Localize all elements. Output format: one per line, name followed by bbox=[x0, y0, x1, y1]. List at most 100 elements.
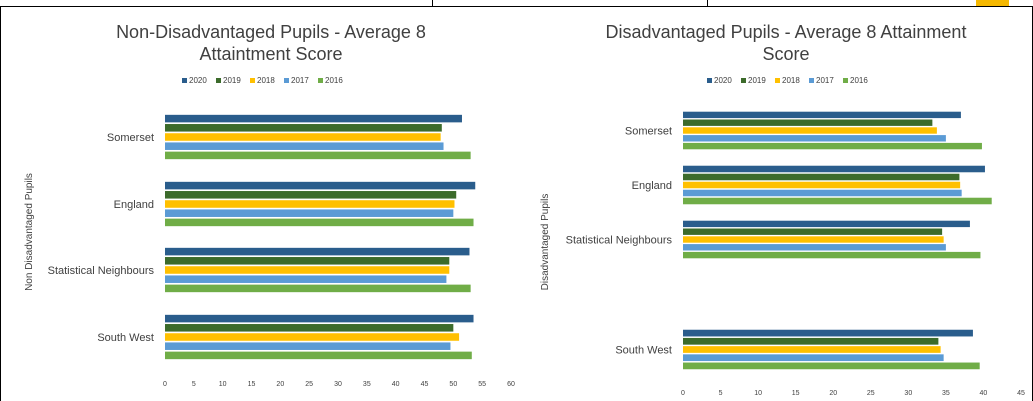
bar-england-2017 bbox=[683, 189, 962, 197]
bar-south-west-2020 bbox=[165, 314, 474, 323]
x-tick-label: 20 bbox=[829, 390, 837, 397]
bar-south-west-2019 bbox=[165, 324, 454, 332]
x-tick-label: 30 bbox=[334, 381, 342, 388]
x-tick-label: 40 bbox=[392, 381, 400, 388]
y-axis-title: Non Disadvantaged Pupils bbox=[24, 173, 35, 291]
bar-somerset-2017 bbox=[165, 142, 444, 150]
x-tick-label: 50 bbox=[449, 381, 457, 388]
legend-swatch-2017 bbox=[809, 78, 814, 83]
category-label: England bbox=[632, 180, 672, 192]
category-label: South West bbox=[615, 345, 672, 357]
bar-statistical-neighbours-2020 bbox=[165, 247, 470, 256]
legend-swatch-2020 bbox=[182, 78, 187, 83]
category-label: Somerset bbox=[107, 132, 154, 144]
x-tick-label: 40 bbox=[980, 390, 988, 397]
legend-label-2018: 2018 bbox=[782, 76, 800, 85]
legend-label-2017: 2017 bbox=[816, 76, 834, 85]
bar-england-2016 bbox=[165, 218, 474, 227]
x-tick-label: 10 bbox=[754, 390, 762, 397]
bar-somerset-2019 bbox=[683, 119, 933, 126]
legend-swatch-2016 bbox=[843, 78, 848, 83]
bar-england-2020 bbox=[683, 165, 985, 173]
chart-title-line-2: Attaintment Score bbox=[199, 44, 342, 64]
legend-swatch-2019 bbox=[216, 78, 221, 83]
bar-south-west-2017 bbox=[683, 354, 944, 362]
bar-south-west-2020 bbox=[683, 329, 973, 337]
legend-swatch-2017 bbox=[284, 78, 289, 83]
strip-divider bbox=[432, 0, 433, 7]
legend-swatch-2019 bbox=[741, 78, 746, 83]
chart-title-line-1: Non-Disadvantaged Pupils - Average 8 bbox=[116, 22, 426, 42]
x-tick-label: 55 bbox=[478, 381, 486, 388]
legend-swatch-2018 bbox=[250, 78, 255, 83]
chart-title-line-1: Disadvantaged Pupils - Average 8 Attainm… bbox=[606, 22, 967, 42]
bar-south-west-2019 bbox=[683, 337, 939, 345]
legend-label-2018: 2018 bbox=[257, 76, 275, 85]
bar-statistical-neighbours-2019 bbox=[165, 257, 450, 265]
bar-south-west-2018 bbox=[683, 346, 941, 353]
legend-label-2016: 2016 bbox=[850, 76, 868, 85]
legend-label-2019: 2019 bbox=[748, 76, 766, 85]
bar-statistical-neighbours-2016 bbox=[165, 284, 471, 293]
bar-south-west-2017 bbox=[165, 342, 451, 350]
bar-statistical-neighbours-2016 bbox=[683, 251, 981, 259]
x-tick-label: 5 bbox=[719, 390, 723, 397]
bar-somerset-2018 bbox=[165, 133, 441, 141]
top-strip bbox=[0, 0, 1033, 7]
x-tick-label: 45 bbox=[1017, 390, 1025, 397]
category-label: England bbox=[114, 199, 154, 211]
legend-swatch-2016 bbox=[318, 78, 323, 83]
x-tick-label: 30 bbox=[904, 390, 912, 397]
bar-south-west-2018 bbox=[165, 333, 460, 341]
bar-statistical-neighbours-2017 bbox=[165, 275, 447, 283]
bar-somerset-2016 bbox=[165, 151, 471, 160]
bar-england-2018 bbox=[165, 200, 455, 208]
bar-england-2017 bbox=[165, 209, 454, 217]
x-tick-label: 35 bbox=[942, 390, 950, 397]
bar-england-2019 bbox=[683, 173, 960, 181]
x-tick-label: 15 bbox=[792, 390, 800, 397]
highlighted-cell bbox=[976, 0, 1009, 6]
x-tick-label: 0 bbox=[163, 381, 167, 388]
x-tick-label: 5 bbox=[192, 381, 196, 388]
x-tick-label: 0 bbox=[681, 390, 685, 397]
bar-england-2019 bbox=[165, 191, 457, 199]
strip-divider bbox=[707, 0, 708, 7]
bar-south-west-2016 bbox=[683, 362, 980, 370]
bar-south-west-2016 bbox=[165, 351, 472, 360]
x-tick-label: 20 bbox=[276, 381, 284, 388]
category-label: Statistical Neighbours bbox=[566, 235, 673, 247]
legend-label-2020: 2020 bbox=[714, 76, 732, 85]
bar-somerset-2019 bbox=[165, 124, 442, 132]
legend-label-2019: 2019 bbox=[223, 76, 241, 85]
y-axis-title: Disadvantaged Pupils bbox=[540, 194, 551, 291]
x-tick-label: 25 bbox=[305, 381, 313, 388]
bar-somerset-2017 bbox=[683, 135, 946, 142]
x-tick-label: 25 bbox=[867, 390, 875, 397]
bar-statistical-neighbours-2017 bbox=[683, 244, 946, 251]
bar-statistical-neighbours-2018 bbox=[165, 266, 450, 274]
bar-somerset-2020 bbox=[683, 111, 961, 119]
legend-swatch-2020 bbox=[707, 78, 712, 83]
x-tick-label: 10 bbox=[219, 381, 227, 388]
bar-statistical-neighbours-2020 bbox=[683, 220, 970, 228]
x-tick-label: 35 bbox=[363, 381, 371, 388]
chart-non-disadvantaged: Non-Disadvantaged Pupils - Average 8 Att… bbox=[24, 22, 515, 388]
legend-label-2017: 2017 bbox=[291, 76, 309, 85]
bar-somerset-2016 bbox=[683, 142, 982, 150]
x-tick-label: 60 bbox=[507, 381, 515, 388]
bar-statistical-neighbours-2018 bbox=[683, 236, 944, 243]
legend-swatch-2018 bbox=[775, 78, 780, 83]
bar-somerset-2020 bbox=[165, 114, 462, 123]
category-label: Somerset bbox=[625, 126, 672, 138]
category-label: Statistical Neighbours bbox=[48, 265, 155, 277]
category-label: South West bbox=[97, 332, 154, 344]
bar-somerset-2018 bbox=[683, 127, 937, 134]
bar-england-2016 bbox=[683, 197, 992, 205]
x-tick-label: 45 bbox=[421, 381, 429, 388]
bar-england-2018 bbox=[683, 181, 961, 189]
x-tick-label: 15 bbox=[248, 381, 256, 388]
legend-label-2020: 2020 bbox=[189, 76, 207, 85]
bar-statistical-neighbours-2019 bbox=[683, 228, 943, 235]
